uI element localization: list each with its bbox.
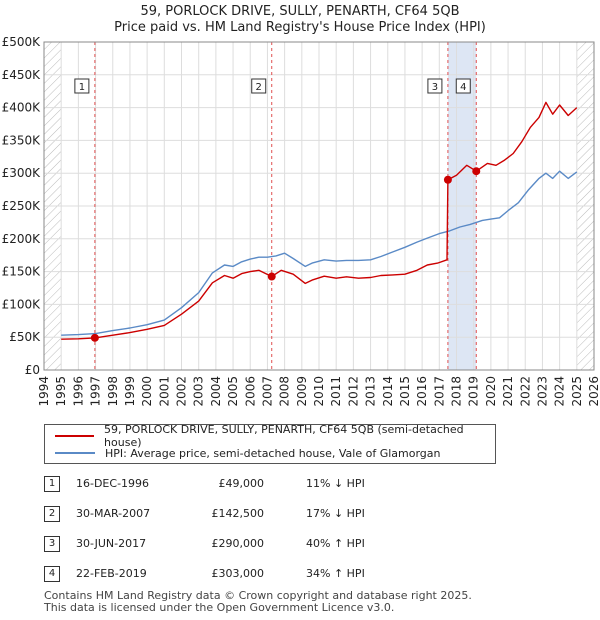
x-tick-label: 2017 <box>432 376 446 407</box>
x-tick-label: 1999 <box>123 376 137 407</box>
x-tick-label: 1997 <box>89 376 103 407</box>
sale-price: £142,500 <box>211 507 265 520</box>
x-tick-label: 2020 <box>484 376 498 407</box>
x-tick-label: 2021 <box>501 376 515 407</box>
y-tick-label: £300K <box>2 166 42 180</box>
x-tick-label: 2003 <box>192 376 206 407</box>
x-tick-label: 2006 <box>243 376 257 407</box>
x-tick-label: 2010 <box>312 376 326 407</box>
y-tick-label: £250K <box>2 199 42 213</box>
transaction-point <box>90 333 99 342</box>
legend-label-property: 59, PORLOCK DRIVE, SULLY, PENARTH, CF64 … <box>104 423 464 449</box>
transaction-label-box <box>251 78 267 94</box>
x-tick-label: 2026 <box>587 376 600 407</box>
x-tick-label: 2001 <box>157 376 171 407</box>
table-row: 2 30-MAR-2007 £142,500 17% ↓ HPI <box>44 504 464 526</box>
transaction-label: 3 <box>432 82 438 93</box>
transaction-label-box <box>455 78 471 94</box>
sale-date: 30-JUN-2017 <box>76 537 147 550</box>
x-tick-label: 2025 <box>570 376 584 407</box>
x-tick-label: 2018 <box>450 376 464 407</box>
x-tick-label: 2014 <box>381 376 395 407</box>
legend-item-hpi: HPI: Average price, semi-detached house,… <box>55 445 440 461</box>
x-tick-label: 2015 <box>398 376 412 407</box>
sale-hpi-diff: 11% ↓ HPI <box>306 477 365 490</box>
x-tick-label: 2004 <box>209 376 223 407</box>
y-tick-label: £50K <box>9 330 41 344</box>
transaction-label: 1 <box>79 82 85 93</box>
transaction-point <box>443 175 452 184</box>
y-tick-label: £400K <box>2 101 42 115</box>
x-tick-label: 2000 <box>140 376 154 407</box>
x-tick-label: 1998 <box>106 376 120 407</box>
x-tick-label: 2022 <box>518 376 532 407</box>
chart-title-line1: 59, PORLOCK DRIVE, SULLY, PENARTH, CF64 … <box>140 4 460 19</box>
x-tick-label: 2008 <box>278 376 292 407</box>
chart-legend: 59, PORLOCK DRIVE, SULLY, PENARTH, CF64 … <box>44 423 496 464</box>
price-chart: 1 2 3 4 £0 £50K £100K £150K £200K £250K £300K £350… <box>2 35 600 407</box>
x-tick-label: 2007 <box>260 376 274 407</box>
x-tick-label: 2023 <box>535 376 549 407</box>
sale-price: £303,000 <box>211 567 265 580</box>
legend-label-hpi: HPI: Average price, semi-detached house,… <box>105 446 441 460</box>
table-row: 3 30-JUN-2017 £290,000 40% ↑ HPI <box>44 534 464 556</box>
footer-line-2: This data is licensed under the Open Gov… <box>44 601 395 614</box>
sale-price: £290,000 <box>211 537 265 550</box>
transaction-label-box <box>427 78 443 94</box>
sale-number-badge: 4 <box>44 566 60 582</box>
x-tick-label: 2013 <box>364 376 378 407</box>
y-tick-label: £500K <box>2 35 42 49</box>
plot-border <box>43 41 595 371</box>
sale-number-badge: 1 <box>44 476 60 492</box>
y-tick-label: £100K <box>2 297 42 311</box>
x-tick-label: 2012 <box>346 376 360 407</box>
sale-hpi-diff: 17% ↓ HPI <box>306 507 365 520</box>
sale-price: £49,000 <box>218 477 265 490</box>
table-row: 1 16-DEC-1996 £49,000 11% ↓ HPI <box>44 474 464 496</box>
chart-title-line2: Price paid vs. HM Land Registry's House … <box>114 20 486 35</box>
legend-line-property <box>55 435 95 437</box>
sale-date: 22-FEB-2019 <box>76 567 147 580</box>
x-tick-label: 2009 <box>295 376 309 407</box>
y-tick-label: £350K <box>2 133 42 147</box>
x-tick-label: 2005 <box>226 376 240 407</box>
sale-number-badge: 2 <box>44 506 60 522</box>
transaction-label: 2 <box>256 82 262 93</box>
series-line-property <box>61 101 578 340</box>
x-tick-label: 1994 <box>37 376 51 407</box>
series-line-hpi <box>61 170 578 336</box>
x-tick-label: 1996 <box>71 376 85 407</box>
sale-number-badge: 3 <box>44 536 60 552</box>
sale-date: 16-DEC-1996 <box>76 477 150 490</box>
transaction-point <box>472 167 481 176</box>
y-tick-label: £450K <box>2 68 42 82</box>
x-tick-label: 2016 <box>415 376 429 407</box>
y-tick-label: £0 <box>25 363 40 377</box>
x-tick-label: 2011 <box>329 376 343 407</box>
table-row: 4 22-FEB-2019 £303,000 34% ↑ HPI <box>44 564 464 586</box>
sale-date: 30-MAR-2007 <box>76 507 151 520</box>
x-tick-label: 2002 <box>175 376 189 407</box>
y-tick-label: £200K <box>2 232 42 246</box>
transaction-label-box <box>74 78 90 94</box>
sale-hpi-diff: 34% ↑ HPI <box>306 567 365 580</box>
legend-line-hpi <box>55 452 95 454</box>
transaction-label: 4 <box>460 82 466 93</box>
footer-line-1: Contains HM Land Registry data © Crown c… <box>44 589 472 602</box>
footer-attribution: Contains HM Land Registry data © Crown c… <box>44 590 472 614</box>
x-tick-label: 2024 <box>553 376 567 407</box>
legend-item-property: 59, PORLOCK DRIVE, SULLY, PENARTH, CF64 … <box>55 423 495 449</box>
transaction-point <box>267 272 276 281</box>
x-tick-label: 1995 <box>54 376 68 407</box>
x-tick-label: 2019 <box>467 376 481 407</box>
sale-hpi-diff: 40% ↑ HPI <box>306 537 365 550</box>
y-tick-label: £150K <box>2 265 42 279</box>
